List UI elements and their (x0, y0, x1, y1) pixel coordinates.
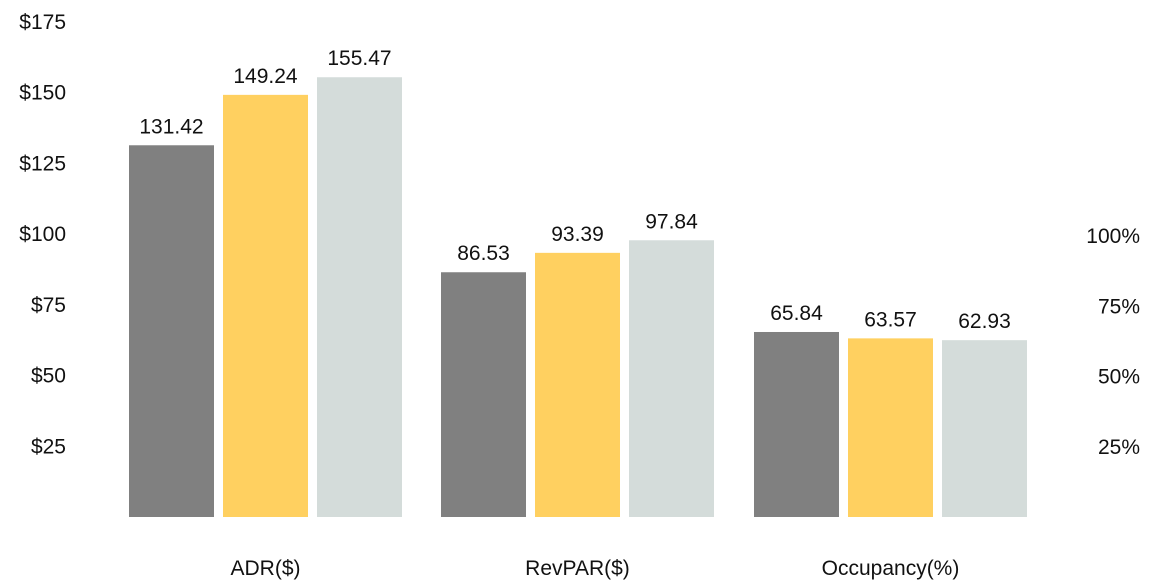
bar (754, 331, 839, 517)
right-axis-tick-label: 100% (1086, 225, 1140, 248)
bar (317, 77, 402, 517)
right-axis: 25% 50% 75% 100% (1086, 225, 1140, 459)
bar (441, 272, 526, 517)
bar-value-label: 62.93 (958, 310, 1011, 333)
category-label: Occupancy(%) (822, 557, 960, 580)
bar-value-label: 63.57 (864, 308, 917, 331)
bar (535, 252, 620, 517)
bar (942, 340, 1027, 517)
right-axis-tick-label: 50% (1098, 366, 1140, 389)
bars-group (129, 77, 1027, 518)
bar-value-label: 86.53 (457, 242, 510, 265)
bar-value-label: 65.84 (770, 302, 823, 325)
left-axis-tick-label: $25 (31, 435, 66, 458)
bar (629, 240, 714, 518)
category-label: RevPAR($) (525, 557, 630, 580)
left-axis-tick-label: $175 (19, 11, 66, 34)
left-axis-tick-label: $50 (31, 365, 66, 388)
bar-value-label: 131.42 (139, 115, 203, 138)
bar-value-label: 149.24 (233, 65, 298, 88)
left-axis-tick-label: $75 (31, 294, 66, 317)
value-labels-group: 131.42 149.24 155.47 86.53 93.39 97.84 65.84 63… (139, 47, 1010, 333)
bar (848, 338, 933, 517)
left-axis-tick-label: $150 (19, 82, 66, 105)
left-axis: $25 $50 $75 $100 $125 $150 $175 (19, 11, 66, 458)
bar (223, 94, 308, 517)
right-axis-tick-label: 25% (1098, 436, 1140, 459)
bar-value-label: 97.84 (645, 210, 698, 233)
right-axis-tick-label: 75% (1098, 295, 1140, 318)
category-label: ADR($) (230, 557, 300, 580)
bar-value-label: 93.39 (551, 223, 604, 246)
bar (129, 145, 214, 517)
left-axis-tick-label: $100 (19, 223, 66, 246)
left-axis-tick-label: $125 (19, 152, 66, 175)
bar-value-label: 155.47 (327, 47, 391, 70)
category-labels-group: ADR($) RevPAR($) Occupancy(%) (230, 557, 959, 580)
